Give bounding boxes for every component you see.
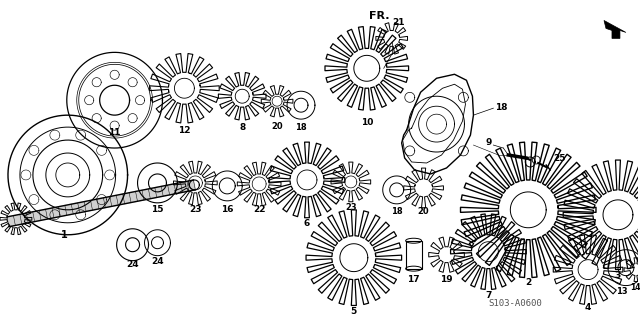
Text: 20: 20: [271, 122, 283, 130]
Text: 18: 18: [391, 207, 403, 216]
Text: 25: 25: [553, 153, 566, 162]
Text: 18: 18: [495, 103, 508, 112]
Text: 23: 23: [345, 203, 356, 212]
Text: 2: 2: [525, 278, 531, 287]
Text: 24: 24: [126, 260, 139, 269]
Text: S103-A0600: S103-A0600: [488, 299, 542, 308]
Text: 16: 16: [221, 205, 234, 214]
Text: FR.: FR.: [369, 11, 389, 21]
Text: 23: 23: [189, 205, 202, 214]
Text: 11: 11: [108, 128, 121, 137]
Text: 13: 13: [616, 287, 628, 296]
Bar: [406, 241, 422, 269]
Text: 4: 4: [585, 303, 591, 312]
Text: 12: 12: [178, 126, 191, 135]
Text: 19: 19: [440, 275, 453, 284]
Text: 17: 17: [407, 275, 420, 284]
Text: 20: 20: [418, 207, 429, 216]
Text: 6: 6: [304, 219, 310, 228]
Text: 3: 3: [615, 271, 621, 280]
Text: 9: 9: [485, 137, 492, 146]
Text: 8: 8: [239, 122, 245, 132]
Text: 7: 7: [485, 291, 492, 300]
Text: 14: 14: [630, 283, 640, 292]
Text: 21: 21: [392, 18, 405, 27]
Polygon shape: [7, 180, 195, 227]
Text: 24: 24: [151, 257, 164, 266]
Text: 18: 18: [295, 122, 307, 132]
Text: 10: 10: [360, 118, 373, 127]
Text: 22: 22: [253, 205, 266, 214]
Text: 1: 1: [61, 230, 68, 240]
Polygon shape: [604, 20, 626, 38]
Text: 5: 5: [351, 307, 357, 316]
Text: 15: 15: [151, 205, 164, 214]
